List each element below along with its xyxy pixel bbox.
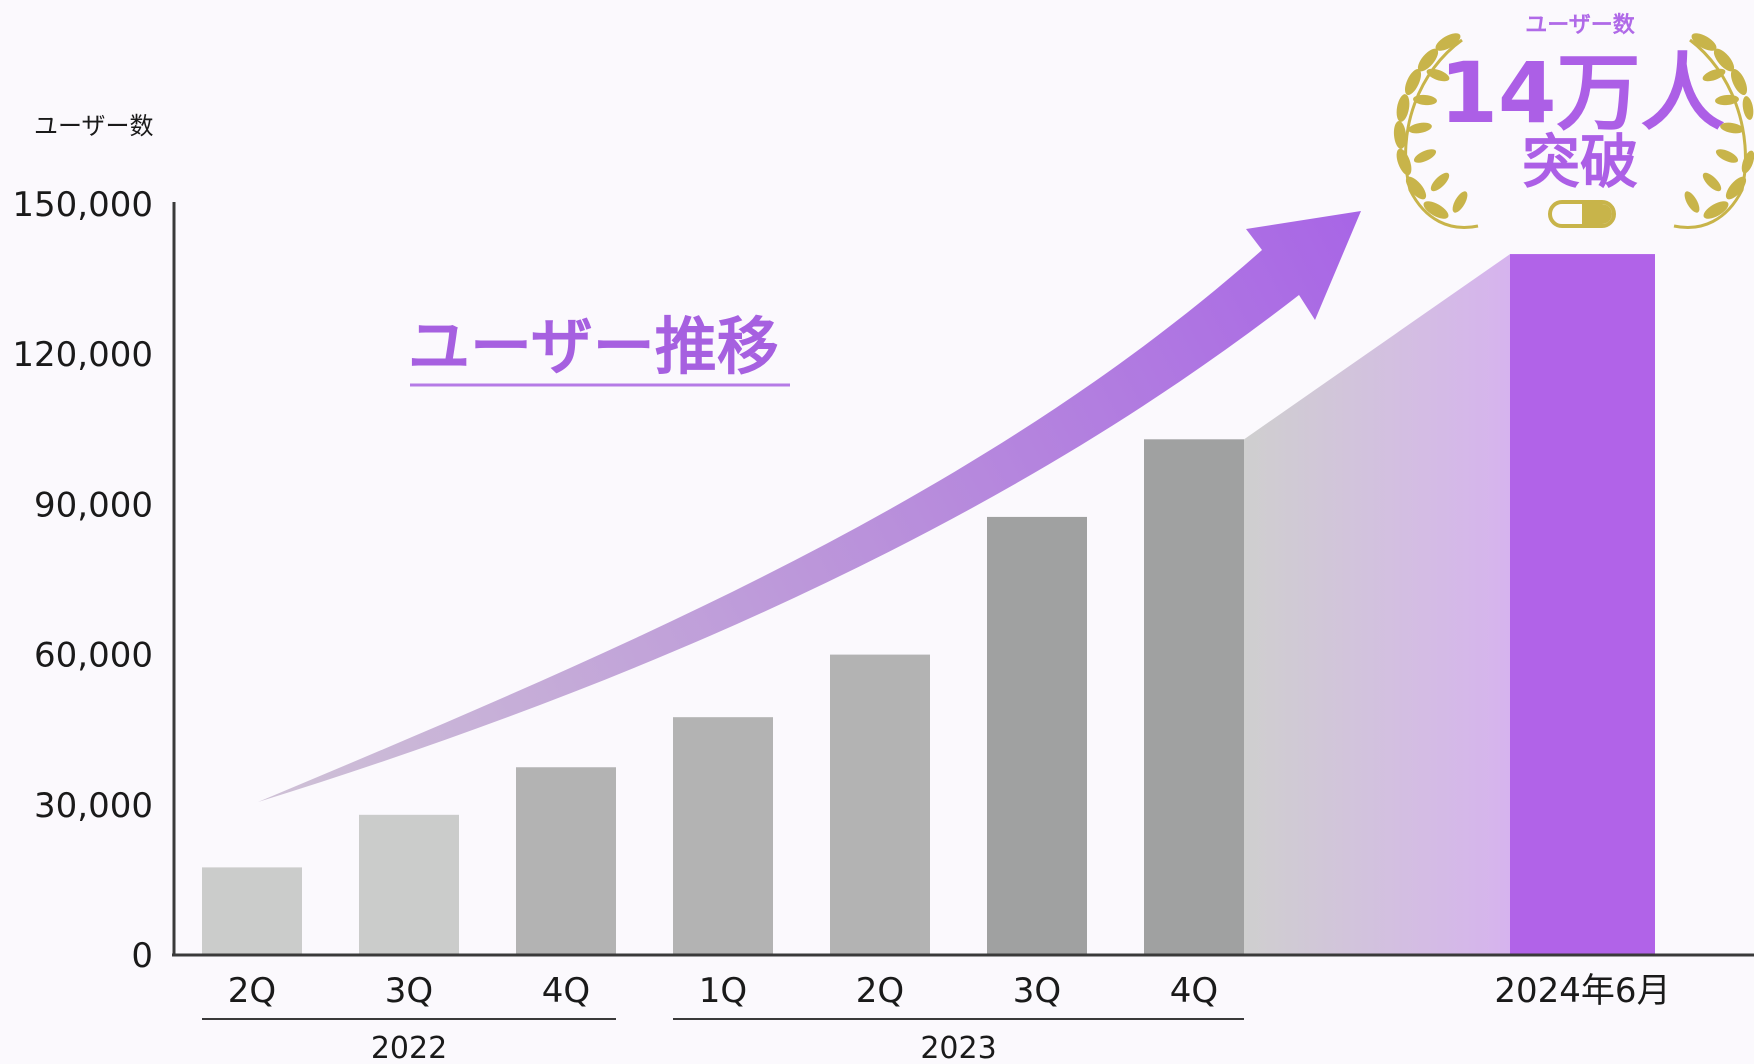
capsule-icon <box>1548 200 1616 228</box>
bar <box>987 516 1087 955</box>
badge-subline: 突破 <box>1522 128 1638 196</box>
x-tick-label: 2Q <box>228 971 276 1011</box>
milestone-badge: ユーザー数 14万人 突破 <box>1393 12 1754 229</box>
bar <box>202 867 302 955</box>
x-tick-label: 3Q <box>385 971 433 1011</box>
bar <box>673 717 773 955</box>
year-group-label: 2023 <box>920 1031 996 1064</box>
bar <box>1510 254 1655 956</box>
x-tick-label: 3Q <box>1013 971 1061 1011</box>
y-tick-label: 90,000 <box>34 485 153 525</box>
bar <box>359 814 459 955</box>
x-axis-labels: 2Q 3Q 4Q 1Q 2Q 3Q 4Q 2024年6月 <box>228 971 1671 1011</box>
y-tick-label: 0 <box>131 936 153 976</box>
bar <box>830 654 930 955</box>
x-tick-label: 2024年6月 <box>1494 971 1670 1011</box>
growth-arrow <box>258 211 1361 802</box>
x-tick-label: 4Q <box>1170 971 1218 1011</box>
badge-label: ユーザー数 <box>1525 12 1636 38</box>
x-tick-label: 4Q <box>542 971 590 1011</box>
y-axis-ticks: 0 30,000 60,000 90,000 120,000 150,000 <box>12 185 153 976</box>
bars <box>202 254 1655 956</box>
y-axis-title: ユーザー数 <box>34 112 154 140</box>
headline-annotation: ユーザー推移 <box>408 310 779 383</box>
y-tick-label: 150,000 <box>12 185 153 225</box>
bar <box>516 767 616 955</box>
laurel-left-icon <box>1393 33 1479 229</box>
y-tick-label: 30,000 <box>34 786 153 826</box>
y-tick-label: 120,000 <box>12 335 153 375</box>
year-groups: 2022 2023 <box>202 1018 1244 1064</box>
y-tick-label: 60,000 <box>34 636 153 676</box>
bar <box>1144 439 1244 955</box>
growth-fan-shape <box>1244 254 1510 956</box>
x-tick-label: 2Q <box>856 971 904 1011</box>
x-tick-label: 1Q <box>699 971 747 1011</box>
badge-headline: 14万人 <box>1440 44 1725 142</box>
laurel-right-icon <box>1673 33 1754 229</box>
year-group-label: 2022 <box>371 1031 447 1064</box>
